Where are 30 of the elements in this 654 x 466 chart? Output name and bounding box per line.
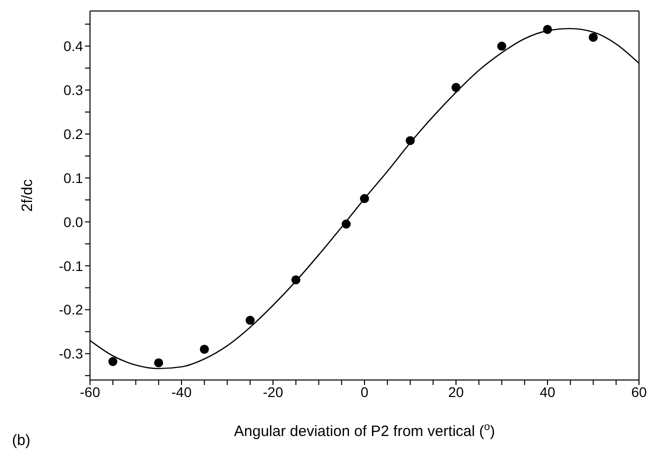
point [542,24,552,34]
y-tick-label: -0.2 [58,302,84,318]
point [154,358,164,368]
x-tick-label: -20 [262,384,284,400]
y-tick-label: 0.3 [64,82,84,98]
y-tick-label: 0.0 [64,214,84,230]
x-tick-label: 40 [540,384,556,400]
x-axis-title: Angular deviation of P2 from vertical ($^{o}$) [234,421,495,440]
point [291,275,300,284]
y-axis-title: 2f/dc [19,178,36,212]
y-tick-label: 0.1 [64,170,84,186]
point [342,220,351,229]
x-tick-label: -40 [171,384,192,400]
point [360,194,370,204]
y-tick-label: -0.1 [58,258,84,274]
point [406,136,415,146]
point [108,357,118,366]
x-tick-label: -60 [80,384,100,400]
point [588,32,598,42]
y-tick-label: -0.3 [58,346,84,362]
point [497,42,506,51]
point [200,344,209,354]
y-tick-label: 0.4 [64,38,84,54]
x-tick-label: 20 [448,384,464,400]
x-tick-label: 60 [631,384,647,400]
point [451,82,461,92]
point [246,316,255,325]
y-tick-label: 0.2 [64,126,84,142]
x-tick-label: 0 [360,384,369,400]
text: (b) [12,432,30,449]
